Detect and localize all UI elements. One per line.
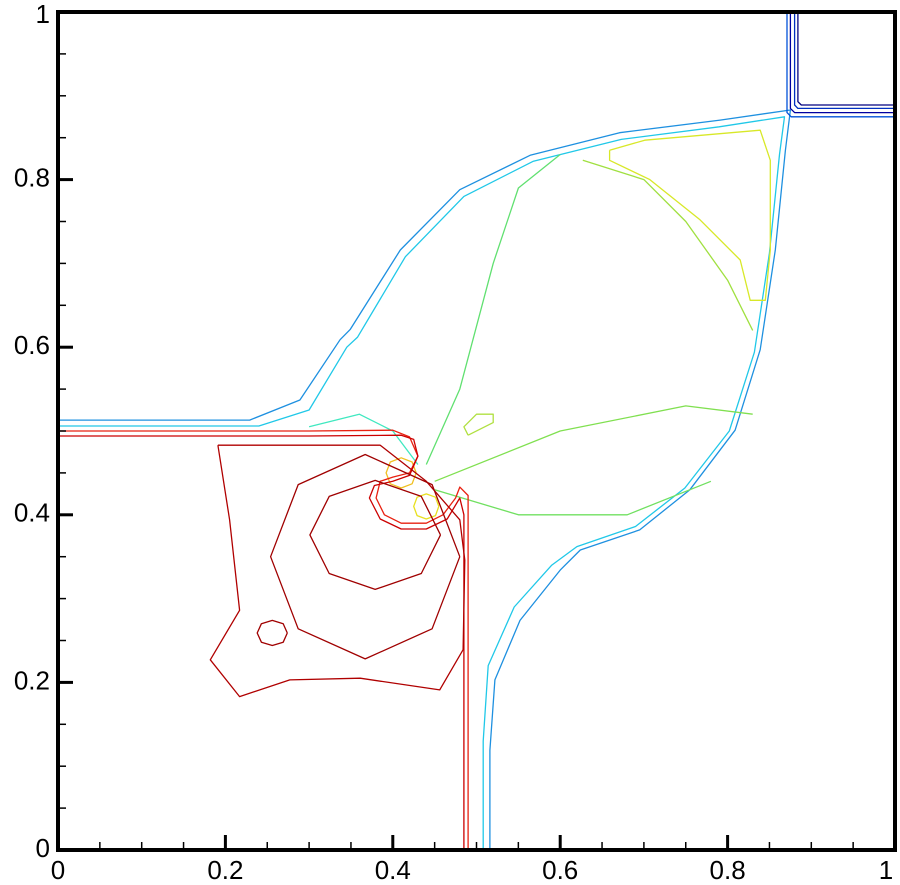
y-tick-label: 0.4 [14,498,50,528]
contour-line [608,129,771,301]
contour-line [797,12,895,106]
contour-line [425,153,561,465]
contour-line [385,457,417,489]
x-tick-label: 0.8 [710,855,746,885]
y-tick-label: 1 [36,0,50,29]
contour-line [309,479,442,591]
contour-line [209,444,466,698]
x-tick-label: 0.4 [375,855,411,885]
x-tick-label: 0.6 [542,855,578,885]
contour-line [58,116,786,850]
y-tick-label: 0.2 [14,665,50,695]
contour-line [463,413,494,436]
contour-line [58,434,465,850]
contour-line [256,619,288,647]
y-tick-label: 0.6 [14,330,50,360]
contour-line [434,480,712,516]
contour-line [786,12,895,118]
x-tick-label: 0 [51,855,65,885]
x-tick-label: 0.2 [207,855,243,885]
contour-line [308,413,419,465]
contour-line [793,12,895,110]
contour-line [582,159,754,331]
contour-line [413,493,440,520]
contour-line [58,429,469,850]
contour-line [58,109,792,850]
y-tick-label: 0.8 [14,162,50,192]
contour-line [789,12,895,114]
contour-line [269,453,461,660]
x-tick-label: 1 [879,855,893,885]
contour-line [434,405,753,482]
y-tick-label: 0 [36,833,50,863]
